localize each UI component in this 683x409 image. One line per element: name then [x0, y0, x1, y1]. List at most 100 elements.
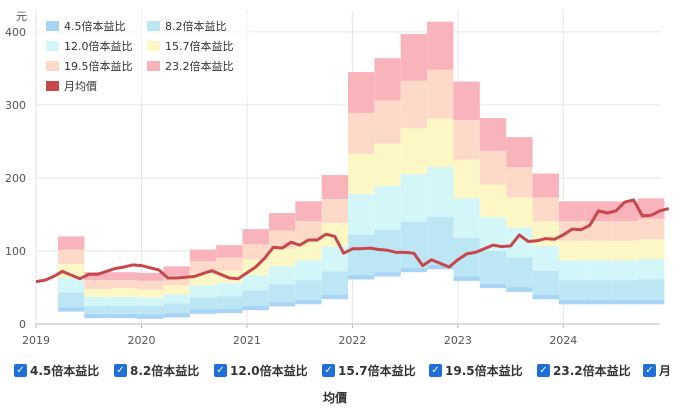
pe-band-5-segment — [137, 280, 164, 290]
toggle-label: 月 — [659, 364, 672, 378]
x-tick-label: 2020 — [127, 334, 155, 347]
pe-band-3-segment — [374, 185, 401, 230]
pe-band-6-segment — [374, 58, 401, 101]
pe-band-1-segment — [348, 275, 375, 280]
toggle-checkbox-icon[interactable]: ✓ — [14, 364, 27, 377]
pe-band-2-segment — [611, 280, 639, 300]
pe-band-5-segment — [558, 221, 586, 241]
pe-band-1-segment — [400, 267, 428, 273]
pe-band-3-segment — [57, 277, 85, 293]
pe-band-1-segment — [137, 314, 164, 319]
legend-swatch — [46, 41, 59, 51]
pe-band-2-segment — [57, 292, 85, 308]
pe-band-5-segment — [585, 221, 612, 241]
pe-band-3-segment — [638, 259, 665, 280]
pe-band-4-segment — [268, 248, 296, 267]
pe-band-6-segment — [84, 272, 111, 281]
pe-band-6-segment — [57, 236, 85, 250]
pe-band-4-segment — [558, 240, 586, 261]
pe-band-4-segment — [84, 288, 111, 297]
y-tick-label: 300 — [5, 99, 26, 112]
pe-band-1-segment — [295, 299, 322, 305]
pe-band-1-segment — [321, 294, 348, 300]
pe-band-5-segment — [295, 221, 322, 241]
series-toggle-1[interactable]: ✓ 4.5倍本益比 — [14, 362, 99, 379]
pe-band-6-segment — [532, 173, 559, 198]
pe-band-2-segment — [558, 280, 586, 300]
y-axis-unit-label: 元 — [16, 10, 27, 23]
toggle-checkbox-icon[interactable]: ✓ — [214, 364, 227, 377]
y-tick-label: 400 — [5, 26, 26, 39]
pe-band-1-segment — [242, 305, 269, 311]
pe-band-6-segment — [137, 272, 164, 281]
pe-band-5-segment — [84, 280, 111, 289]
pe-band-2-segment — [427, 216, 454, 265]
pe-band-2-segment — [506, 257, 533, 288]
pe-band-5-segment — [479, 150, 507, 185]
legend-swatch — [147, 41, 160, 51]
pe-band-6-segment — [558, 201, 586, 222]
x-tick-label: 2023 — [444, 334, 472, 347]
pe-band-5-segment — [110, 280, 138, 289]
series-toggle-6[interactable]: ✓ 23.2倍本益比 — [537, 362, 631, 379]
toggle-label: 23.2倍本益比 — [553, 364, 631, 378]
pe-band-6-segment — [189, 249, 217, 262]
pe-band-1-segment — [558, 299, 586, 305]
pe-band-1-segment — [110, 313, 138, 319]
toggle-checkbox-icon[interactable]: ✓ — [643, 364, 656, 377]
pe-band-1-segment — [611, 299, 639, 305]
pe-band-2-segment — [189, 297, 217, 310]
pe-band-2-segment — [585, 280, 612, 300]
x-tick-label: 2021 — [233, 334, 261, 347]
series-toggle-2[interactable]: ✓ 8.2倍本益比 — [114, 362, 199, 379]
series-toggle-3[interactable]: ✓ 12.0倍本益比 — [214, 362, 308, 379]
toggle-label: 4.5倍本益比 — [30, 364, 100, 378]
pe-band-4-segment — [400, 128, 428, 175]
pe-band-4-segment — [295, 240, 322, 261]
y-tick-label: 200 — [5, 172, 26, 185]
x-tick-label: 2024 — [549, 334, 577, 347]
pe-band-4-segment — [638, 239, 665, 260]
series-toggle-7[interactable]: ✓ 月 — [643, 362, 671, 379]
pe-band-4-segment — [163, 285, 190, 295]
pe-band-2-segment — [242, 290, 269, 306]
x-tick-label: 2019 — [22, 334, 50, 347]
pe-band-1-segment — [189, 309, 217, 314]
toggle-checkbox-icon[interactable]: ✓ — [114, 364, 127, 377]
pe-band-6-segment — [110, 272, 138, 281]
pe-band-1-segment — [506, 287, 533, 292]
pe-band-3-segment — [189, 285, 217, 298]
pe-band-5-segment — [532, 197, 559, 222]
pe-band-2-segment — [638, 279, 665, 300]
monthly-price-line — [35, 198, 670, 284]
pe-band-2-segment — [268, 284, 296, 303]
pe-band-3-segment — [400, 174, 428, 222]
toggle-checkbox-icon[interactable]: ✓ — [537, 364, 550, 377]
pe-band-4-segment — [427, 118, 454, 167]
legend: 4.5倍本益比 8.2倍本益比 12.0倍本益比 15.7倍本益比 19.5倍本益比 23… — [40, 12, 254, 98]
pe-band-3-segment — [163, 294, 190, 304]
toggle-label: 19.5倍本益比 — [445, 364, 523, 378]
pe-band-5-segment — [57, 249, 85, 265]
toggle-checkbox-icon[interactable]: ✓ — [322, 364, 335, 377]
toggle-checkbox-icon[interactable]: ✓ — [429, 364, 442, 377]
pe-band-6-segment — [321, 175, 348, 200]
pe-band-3-segment — [137, 297, 164, 306]
pe-band-3-segment — [242, 275, 269, 291]
series-toggle-4[interactable]: ✓ 15.7倍本益比 — [322, 362, 416, 379]
pe-band-4-segment — [189, 273, 217, 286]
pe-band-6-segment — [427, 21, 454, 70]
pe-band-2-segment — [479, 250, 507, 284]
legend-swatch — [46, 81, 59, 91]
pe-band-2-segment — [532, 270, 559, 295]
legend-label: 8.2倍本益比 — [165, 19, 227, 33]
series-toggle-5[interactable]: ✓ 19.5倍本益比 — [429, 362, 523, 379]
pe-band-3-segment — [453, 198, 480, 238]
pe-band-4-segment — [585, 240, 612, 261]
pe-band-1-segment — [57, 307, 85, 312]
pe-band-5-segment — [163, 275, 190, 286]
legend-label: 19.5倍本益比 — [64, 59, 133, 73]
pe-band-4-segment — [611, 240, 639, 261]
pe-band-5-segment — [453, 120, 480, 160]
pe-band-3-segment — [216, 283, 243, 297]
